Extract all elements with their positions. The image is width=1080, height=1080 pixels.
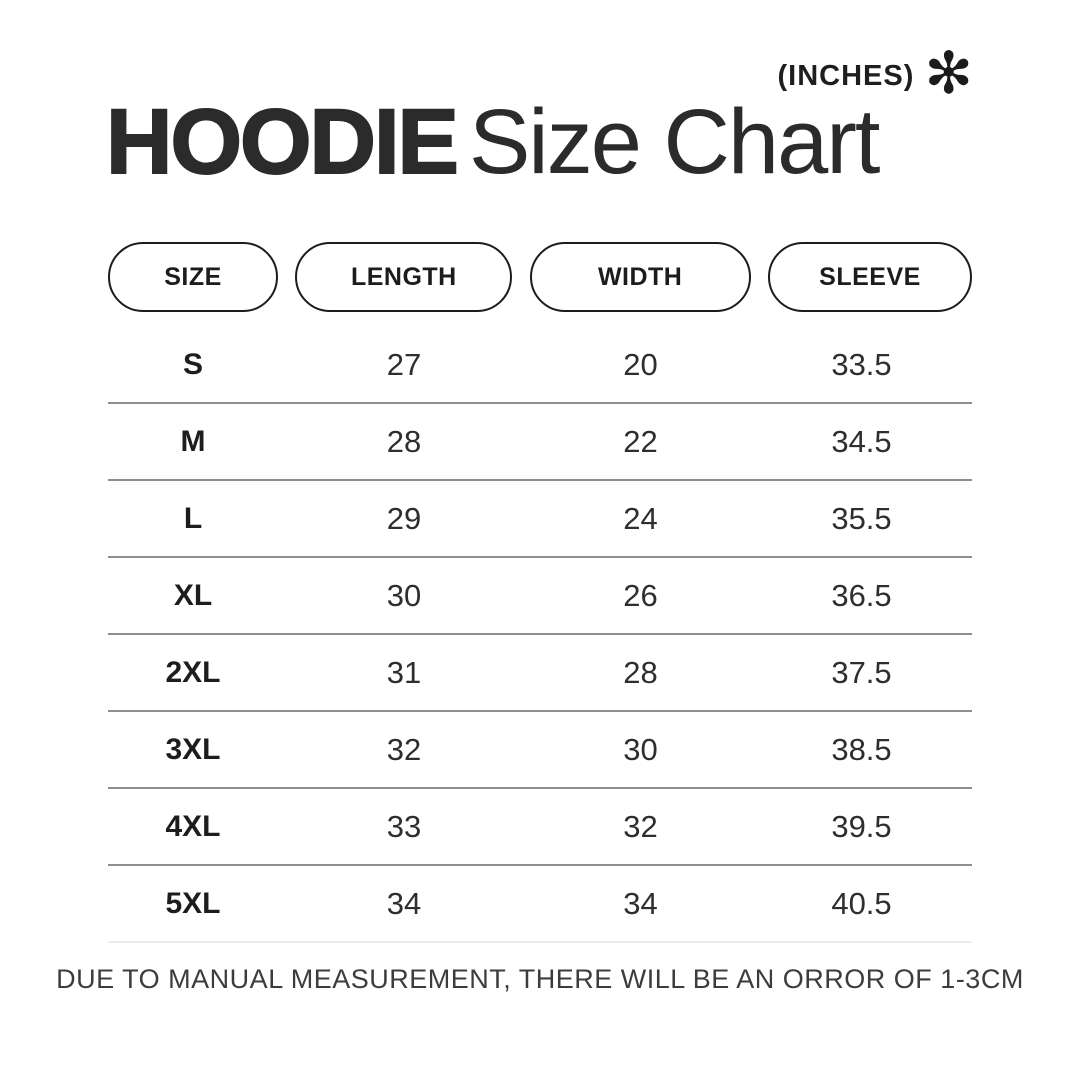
sleeve-cell: 37.5 — [831, 654, 892, 690]
title-product: HOODIE — [105, 91, 460, 193]
length-cell: 29 — [386, 500, 422, 536]
width-cell: 30 — [623, 731, 658, 767]
length-cell: 27 — [386, 346, 422, 382]
width-cell: 32 — [623, 808, 658, 844]
length-cell: 28 — [386, 423, 422, 459]
title-suffix: Size Chart — [468, 91, 880, 193]
sleeve-cell: 34.5 — [831, 423, 892, 459]
units-label: (INCHES) — [777, 59, 915, 92]
table-row: M 28 22 34.5 — [108, 404, 972, 481]
width-cell: 20 — [623, 346, 658, 382]
page-title: HOODIE Size Chart — [105, 91, 880, 193]
table-row: XL 30 26 36.5 — [108, 558, 972, 635]
size-cell: M — [180, 424, 206, 458]
width-cell: 24 — [623, 500, 658, 536]
sleeve-cell: 38.5 — [831, 731, 892, 767]
table-row: L 29 24 35.5 — [108, 481, 972, 558]
sleeve-cell: 33.5 — [831, 346, 892, 382]
size-cell: S — [182, 347, 203, 381]
length-cell: 33 — [386, 808, 422, 844]
footer-note: DUE TO MANUAL MEASUREMENT, THERE WILL BE… — [56, 964, 1024, 994]
table-row: 3XL 32 30 38.5 — [108, 712, 972, 789]
width-cell: 34 — [623, 885, 658, 921]
table-header-row: SIZE LENGTH WIDTH SLEEVE — [108, 242, 972, 312]
sleeve-cell: 39.5 — [831, 808, 892, 844]
column-header-width: WIDTH — [529, 242, 751, 312]
width-cell: 28 — [623, 654, 658, 690]
size-cell: 4XL — [165, 809, 221, 843]
sleeve-cell: 36.5 — [831, 577, 892, 613]
size-cell: 5XL — [165, 886, 221, 920]
table-row: S 27 20 33.5 — [108, 327, 972, 404]
size-table: S 27 20 33.5 M 28 22 34.5 L 29 24 35.5 X… — [108, 327, 972, 943]
length-cell: 32 — [386, 731, 422, 767]
column-header-length: LENGTH — [295, 242, 513, 312]
length-cell: 31 — [386, 654, 422, 690]
sleeve-cell: 40.5 — [831, 885, 892, 921]
column-header-size: SIZE — [108, 242, 278, 312]
table-row: 4XL 33 32 39.5 — [108, 789, 972, 866]
size-cell: XL — [173, 578, 213, 612]
size-cell: 3XL — [165, 732, 221, 766]
width-cell: 22 — [623, 423, 658, 459]
size-cell: L — [183, 501, 203, 535]
size-cell: 2XL — [165, 655, 221, 689]
table-row: 5XL 34 34 40.5 — [108, 866, 972, 943]
sleeve-cell: 35.5 — [831, 500, 892, 536]
table-row: 2XL 31 28 37.5 — [108, 635, 972, 712]
width-cell: 26 — [623, 577, 658, 613]
units-row: (INCHES) ✻ — [777, 39, 974, 107]
asterisk-icon: ✻ — [924, 39, 973, 107]
length-cell: 30 — [386, 577, 422, 613]
column-header-sleeve: SLEEVE — [767, 242, 972, 312]
length-cell: 34 — [386, 885, 422, 921]
